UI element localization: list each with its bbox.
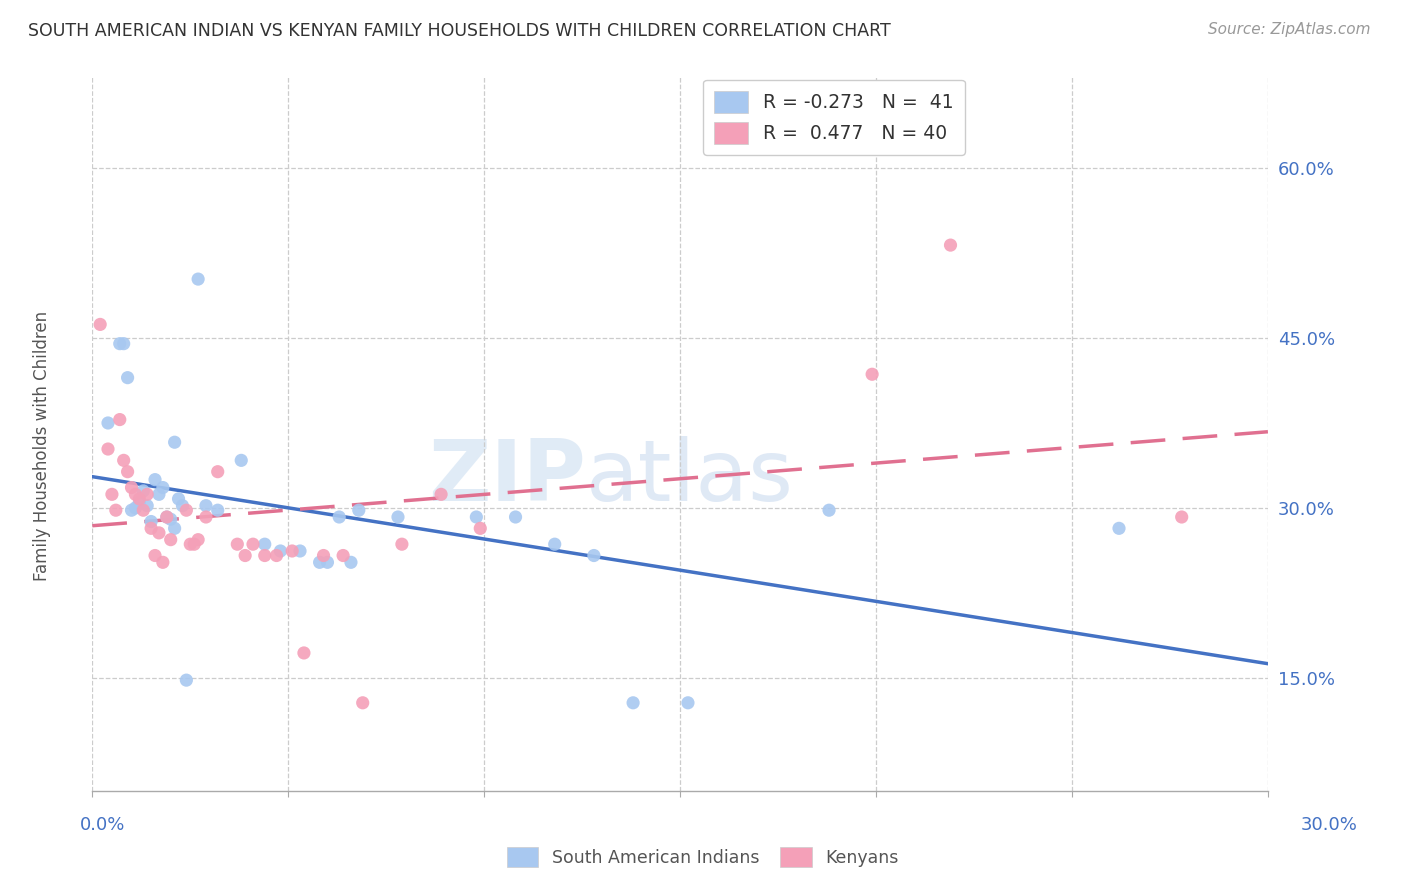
Point [860,368,883,382]
Point [136,487,159,501]
Point [89,318,111,332]
Point [183,537,205,551]
Text: Family Households with Children: Family Households with Children [34,311,51,581]
Point [112,336,135,351]
Point [347,503,370,517]
Point [621,696,644,710]
Point [187,533,209,547]
Point [128,495,150,509]
Point [156,510,179,524]
Point [340,555,363,569]
Point [124,487,146,501]
Point [332,549,354,563]
Point [207,503,229,517]
Point [108,336,131,351]
Point [163,521,186,535]
Point [167,491,190,506]
Point [97,442,120,456]
Point [172,499,194,513]
Point [676,696,699,710]
Point [253,549,276,563]
Point [156,510,179,524]
Point [152,555,174,569]
Point [430,487,453,501]
Point [242,537,264,551]
Point [194,499,217,513]
Text: 30.0%: 30.0% [1301,816,1357,834]
Point [231,453,253,467]
Point [132,503,155,517]
Point [128,491,150,506]
Point [112,453,135,467]
Point [226,537,249,551]
Point [179,537,201,551]
Point [391,537,413,551]
Point [505,510,527,524]
Point [117,465,139,479]
Point [163,435,186,450]
Point [288,544,311,558]
Point [104,503,127,517]
Point [97,416,120,430]
Point [387,510,409,524]
Point [152,481,174,495]
Point [308,555,330,569]
Point [266,549,288,563]
Point [176,673,198,687]
Point [253,537,276,551]
Legend: South American Indians, Kenyans: South American Indians, Kenyans [501,840,905,874]
Point [281,544,304,558]
Point [121,503,143,517]
Point [124,500,146,515]
Point [139,521,162,535]
Point [143,549,166,563]
Point [132,483,155,498]
Text: 0.0%: 0.0% [80,816,125,834]
Point [187,272,209,286]
Point [148,525,170,540]
Legend: R = -0.273   N =  41, R =  0.477   N = 40: R = -0.273 N = 41, R = 0.477 N = 40 [703,79,965,155]
Point [470,521,492,535]
Point [544,537,567,551]
Point [465,510,488,524]
Point [818,503,841,517]
Point [108,412,131,426]
Point [159,512,181,526]
Point [316,555,339,569]
Point [139,515,162,529]
Text: ZIP: ZIP [429,435,586,518]
Point [207,465,229,479]
Point [352,696,374,710]
Point [176,503,198,517]
Text: SOUTH AMERICAN INDIAN VS KENYAN FAMILY HOUSEHOLDS WITH CHILDREN CORRELATION CHAR: SOUTH AMERICAN INDIAN VS KENYAN FAMILY H… [28,22,891,40]
Point [117,370,139,384]
Point [1108,521,1130,535]
Point [328,510,350,524]
Point [312,549,335,563]
Point [1170,510,1192,524]
Point [136,499,159,513]
Point [194,510,217,524]
Point [233,549,256,563]
Point [148,487,170,501]
Point [292,646,315,660]
Text: atlas: atlas [586,435,794,518]
Point [143,473,166,487]
Point [582,549,605,563]
Point [269,544,291,558]
Point [939,238,962,252]
Point [101,487,124,501]
Point [159,533,181,547]
Text: Source: ZipAtlas.com: Source: ZipAtlas.com [1208,22,1371,37]
Point [121,481,143,495]
